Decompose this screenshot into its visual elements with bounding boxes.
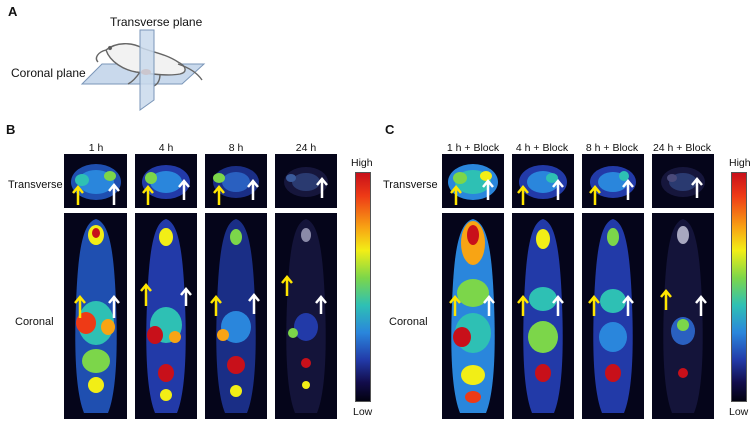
arrow-white-icon — [108, 295, 120, 318]
pet-coronal-c-24h-block — [652, 213, 714, 419]
arrow-white-icon — [108, 183, 120, 205]
row-label-coronal-b: Coronal — [15, 316, 54, 328]
pet-transverse-c-8h-block — [582, 154, 644, 208]
pet-transverse-b-8h — [205, 154, 267, 208]
panel-c-letter: C — [385, 122, 395, 137]
arrow-white-icon — [695, 295, 707, 316]
pet-transverse-b-24h — [275, 154, 337, 208]
pet-coronal-b-4h — [135, 213, 197, 419]
col-label-b-3: 8 h — [228, 142, 244, 154]
pet-coronal-c-1h-block — [442, 213, 504, 419]
pet-transverse-c-24h-block — [652, 154, 714, 208]
arrow-yellow-icon — [74, 295, 86, 318]
anatomical-planes-diagram — [80, 29, 206, 111]
arrow-white-icon — [180, 287, 192, 306]
pet-coronal-b-1h — [64, 213, 127, 419]
arrow-white-icon — [316, 177, 328, 198]
scale-high-label-b: High — [351, 157, 373, 169]
col-label-c-4: 24 h + Block — [652, 142, 712, 154]
colorbar-c — [731, 172, 747, 402]
transverse-plane-label: Transverse plane — [110, 15, 203, 29]
col-label-c-3: 8 h + Block — [585, 142, 639, 154]
row-label-coronal-c: Coronal — [389, 316, 428, 328]
arrow-white-icon — [552, 295, 564, 316]
row-label-transverse-b: Transverse — [8, 179, 63, 191]
arrow-white-icon — [248, 293, 260, 314]
col-label-b-2: 4 h — [158, 142, 174, 154]
arrow-white-icon — [552, 179, 564, 200]
arrow-white-icon — [315, 295, 327, 314]
panel-b-letter: B — [6, 122, 16, 137]
panel-a-letter: A — [8, 4, 18, 19]
pet-coronal-b-24h — [275, 213, 337, 419]
col-label-b-4: 24 h — [295, 142, 317, 154]
transverse-plane-shape — [139, 29, 155, 111]
pet-coronal-c-8h-block — [582, 213, 644, 419]
arrow-yellow-icon — [140, 283, 152, 306]
col-label-c-1: 1 h + Block — [446, 142, 500, 154]
arrow-yellow-icon — [281, 275, 293, 296]
col-label-b-1: 1 h — [88, 142, 104, 154]
arrow-white-icon — [178, 179, 190, 200]
arrow-yellow-icon — [210, 295, 222, 316]
arrow-yellow-icon — [213, 185, 225, 205]
arrow-white-icon — [622, 295, 634, 316]
arrow-yellow-icon — [517, 185, 529, 205]
arrow-yellow-icon — [449, 295, 461, 316]
arrow-yellow-icon — [142, 185, 154, 205]
arrow-yellow-icon — [589, 185, 601, 205]
arrow-yellow-icon — [588, 295, 600, 316]
scale-low-label-c: Low — [729, 406, 749, 418]
scale-low-label-b: Low — [353, 406, 373, 418]
arrow-white-icon — [622, 179, 634, 200]
arrow-white-icon — [483, 295, 495, 316]
arrow-white-icon — [691, 177, 703, 198]
pet-transverse-b-4h — [135, 154, 197, 208]
arrow-yellow-icon — [72, 185, 84, 205]
arrow-yellow-icon — [517, 295, 529, 316]
pet-transverse-c-1h-block — [442, 154, 504, 208]
col-label-c-2: 4 h + Block — [515, 142, 569, 154]
coronal-plane-label: Coronal plane — [11, 66, 86, 80]
row-label-transverse-c: Transverse — [383, 179, 438, 191]
arrow-yellow-icon — [660, 289, 672, 310]
scale-high-label-c: High — [729, 157, 751, 169]
colorbar-b — [355, 172, 371, 402]
arrow-white-icon — [482, 179, 494, 200]
pet-transverse-b-1h — [64, 154, 127, 208]
arrow-yellow-icon — [450, 185, 462, 205]
arrow-white-icon — [247, 179, 259, 200]
